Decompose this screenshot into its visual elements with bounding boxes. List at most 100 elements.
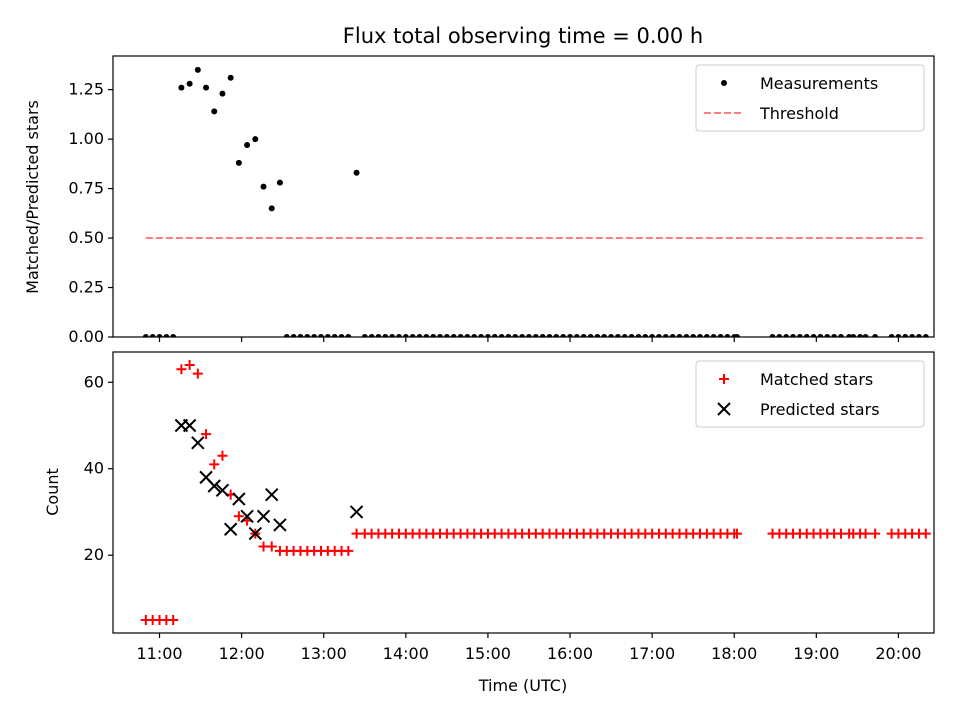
measurements-point — [560, 334, 567, 337]
measurements-point — [409, 334, 416, 337]
predicted-stars-point — [223, 522, 238, 536]
legend: Matched stars Predicted stars — [695, 360, 925, 428]
measurements-point — [649, 334, 656, 337]
measurements-point — [837, 334, 844, 337]
legend-marker-matched-stars — [719, 374, 729, 384]
measurements-point — [203, 84, 210, 91]
measurements-point — [464, 334, 471, 337]
y-tick-label: 60 — [84, 372, 104, 391]
measurements-point — [512, 334, 519, 337]
measurements-point — [733, 334, 740, 337]
measurements-point — [375, 334, 382, 337]
x-tick-label: 14:00 — [383, 644, 429, 663]
measurements-point — [484, 334, 491, 337]
measurements-point — [170, 334, 177, 337]
measurements-point — [395, 334, 402, 337]
measurements-point — [149, 334, 156, 337]
measurements-point — [178, 84, 185, 91]
measurements-point — [546, 334, 553, 337]
matched-stars-point — [920, 528, 931, 539]
matched-stars-point — [860, 528, 871, 539]
measurements-point — [211, 108, 218, 115]
measurements-point — [235, 159, 242, 166]
x-tick-label: 20:00 — [875, 644, 921, 663]
measurements-point — [614, 334, 621, 337]
measurements-point — [862, 334, 869, 337]
measurements-point — [580, 334, 587, 337]
matched-stars-point — [168, 615, 179, 626]
measurements-point — [824, 334, 831, 337]
measurements-point — [831, 334, 838, 337]
measurements-point — [471, 334, 478, 337]
measurements-point — [601, 334, 608, 337]
measurements-point — [783, 334, 790, 337]
measurements-point — [628, 334, 635, 337]
measurements-point — [478, 334, 485, 337]
measurements-point — [888, 334, 895, 337]
legend-marker-measurements — [721, 80, 727, 86]
measurements-point — [850, 334, 857, 337]
top-y-axis-label: Matched/Predicted stars — [23, 100, 42, 294]
measurements-point — [655, 334, 662, 337]
legend: Measurements Threshold — [695, 64, 925, 132]
predicted-stars-point — [256, 509, 271, 523]
measurements-point — [902, 334, 909, 337]
measurements-point — [304, 334, 311, 337]
predicted-stars-point — [215, 483, 230, 498]
predicted-stars-point — [240, 509, 254, 523]
top-panel: 0.00 0.25 0.50 0.75 1.00 1.25 Measurements Thre… — [68, 55, 935, 346]
measurements-point — [817, 334, 824, 337]
matched-stars-point — [343, 545, 354, 556]
predicted-stars-point — [191, 436, 205, 450]
y-tick-label: 1.25 — [68, 80, 104, 99]
measurements-point — [857, 334, 864, 337]
x-tick-label: 17:00 — [629, 644, 675, 663]
predicted-stars-point — [207, 479, 221, 493]
y-tick-label: 0.00 — [68, 327, 104, 346]
measurements-point — [416, 334, 423, 337]
measurements-point — [156, 334, 163, 337]
plot-area — [142, 66, 929, 337]
predicted-stars-point — [182, 418, 197, 433]
predicted-stars-point — [232, 492, 246, 506]
measurements-point — [717, 334, 724, 337]
x-tick-label: 12:00 — [219, 644, 265, 663]
measurements-point — [194, 66, 201, 73]
measurements-point — [443, 334, 450, 337]
measurements-point — [283, 334, 290, 337]
measurements-point — [402, 334, 409, 337]
measurements-point — [382, 334, 389, 337]
legend-label-matched-stars: Matched stars — [760, 370, 873, 389]
measurements-point — [290, 334, 297, 337]
y-tick-label: 1.00 — [68, 129, 104, 148]
measurements-point — [219, 90, 226, 97]
measurements-point — [642, 334, 649, 337]
y-tick-label: 40 — [84, 459, 104, 478]
legend-label-threshold: Threshold — [759, 104, 839, 123]
measurements-point — [331, 334, 338, 337]
x-tick-label: 13:00 — [301, 644, 347, 663]
measurements-point — [368, 334, 375, 337]
x-tick-label: 11:00 — [136, 644, 182, 663]
y-tick-label: 0.75 — [68, 179, 104, 198]
measurements-point — [539, 334, 546, 337]
measurements-point — [361, 334, 368, 337]
measurements-point — [621, 334, 628, 337]
measurements-point — [311, 334, 318, 337]
measurements-point — [450, 334, 457, 337]
matched-stars-point — [217, 450, 228, 461]
measurements-point — [796, 334, 803, 337]
measurements-point — [268, 205, 275, 212]
measurements-point — [710, 334, 717, 337]
matched-stars-point — [209, 459, 220, 470]
legend-marker-predicted-stars — [717, 402, 731, 416]
legend-label-predicted-stars: Predicted stars — [760, 400, 880, 419]
predicted-stars-point — [273, 518, 287, 532]
measurements-point — [430, 334, 437, 337]
measurements-point — [724, 334, 731, 337]
measurements-point — [697, 334, 704, 337]
measurements-point — [803, 334, 810, 337]
bottom-panel: 20 40 60 11:00 12:00 13:00 14:00 15:00 16:00 17:0… — [84, 351, 935, 663]
measurements-point — [163, 334, 170, 337]
measurements-point — [683, 334, 690, 337]
